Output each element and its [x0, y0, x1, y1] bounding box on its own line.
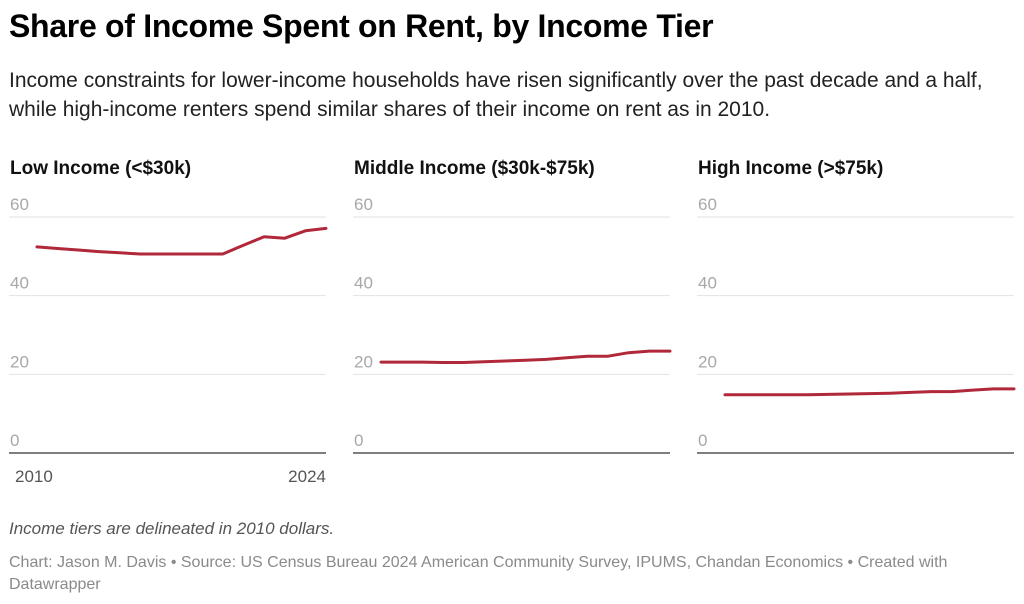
y-tick-label: 40	[354, 274, 373, 293]
panel-middle-income: Middle Income ($30k-$75k) 0 20 40 60	[353, 150, 683, 495]
panel-low-income: Low Income (<$30k) 0 20 40 60 2010 2024	[9, 150, 339, 495]
panel-title-high-income: High Income (>$75k)	[698, 158, 884, 179]
y-tick-label: 20	[354, 352, 373, 371]
y-tick-label: 60	[698, 195, 717, 214]
y-tick-label: 60	[354, 195, 373, 214]
chart-title: Share of Income Spent on Rent, by Income…	[9, 8, 714, 44]
x-tick-label: 2024	[288, 467, 326, 486]
x-tick-label: 2010	[15, 467, 53, 486]
series-line	[35, 226, 328, 256]
chart-low-income: 0 20 40 60 2010 2024	[9, 195, 328, 486]
y-tick-label: 20	[10, 352, 29, 371]
y-tick-label: 0	[354, 431, 363, 450]
series-line	[723, 387, 1016, 397]
panel-title-low-income: Low Income (<$30k)	[10, 158, 192, 179]
y-tick-label: 0	[10, 431, 19, 450]
y-tick-label: 20	[698, 352, 717, 371]
chart-subtitle: Income constraints for lower-income hous…	[9, 69, 983, 121]
panel-title-middle-income: Middle Income ($30k-$75k)	[354, 158, 595, 179]
y-tick-label: 0	[698, 431, 707, 450]
y-tick-label: 40	[698, 274, 717, 293]
y-tick-label: 60	[10, 195, 29, 214]
chart-middle-income: 0 20 40 60	[353, 195, 672, 454]
chart-high-income: 0 20 40 60	[697, 195, 1016, 454]
chart-note: Income tiers are delineated in 2010 doll…	[9, 519, 335, 538]
chart-credit: Chart: Jason M. Davis • Source: US Censu…	[9, 554, 948, 593]
y-tick-label: 40	[10, 274, 29, 293]
series-line	[379, 349, 672, 364]
panel-high-income: High Income (>$75k) 0 20 40 60	[697, 150, 1024, 495]
